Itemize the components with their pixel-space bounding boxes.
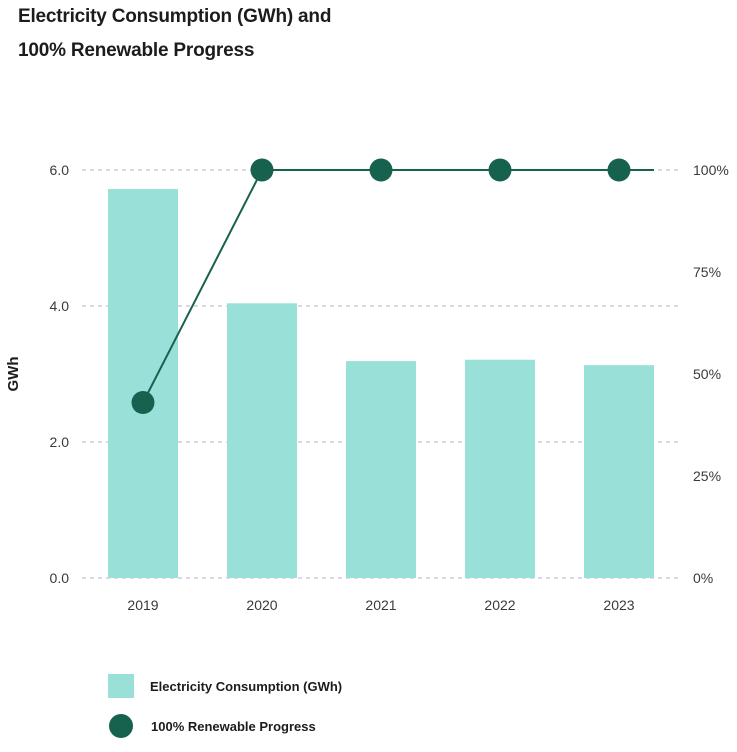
bar: [346, 361, 416, 578]
x-tick-label: 2023: [603, 597, 634, 613]
y-tick-label: 0.0: [50, 570, 70, 586]
bar: [227, 303, 297, 578]
x-tick-label: 2021: [365, 597, 396, 613]
y2-tick-label: 50%: [693, 366, 721, 382]
y-tick-label: 6.0: [50, 162, 70, 178]
bar: [108, 189, 178, 579]
legend-label-renewable: 100% Renewable Progress: [151, 718, 316, 734]
legend-label-consumption: Electricity Consumption (GWh): [150, 678, 343, 694]
line-point: [250, 158, 274, 182]
y2-tick-label: 0%: [693, 570, 713, 586]
y-tick-label: 4.0: [50, 298, 70, 314]
legend: Electricity Consumption (GWh) 100% Renew…: [108, 672, 342, 752]
bar: [465, 359, 535, 578]
legend-item-consumption: Electricity Consumption (GWh): [108, 672, 342, 700]
y2-tick-label: 100%: [693, 162, 729, 178]
y-axis-label: GWh: [5, 357, 22, 392]
line-point: [607, 158, 631, 182]
bar-series: [108, 189, 654, 579]
bar: [584, 365, 654, 578]
legend-item-renewable: 100% Renewable Progress: [108, 712, 342, 740]
legend-swatch-dot: [109, 714, 133, 738]
line-series: [131, 158, 654, 415]
chart-title: Electricity Consumption (GWh) and 100% R…: [18, 0, 331, 68]
y2-tick-label: 25%: [693, 468, 721, 484]
chart-title-line-1: Electricity Consumption (GWh) and: [18, 6, 332, 27]
line-point: [488, 158, 512, 182]
line-point: [369, 158, 393, 182]
line-point: [131, 391, 155, 415]
chart-title-line-2: 100% Renewable Progress: [18, 40, 255, 61]
y-tick-label: 2.0: [50, 434, 70, 450]
x-tick-label: 2022: [484, 597, 515, 613]
axes: 0.0 2.0 4.0 6.0 0% 25% 50% 75% 100% 2019 2020 2021 2…: [5, 162, 729, 613]
x-tick-label: 2019: [127, 597, 158, 613]
x-tick-label: 2020: [246, 597, 277, 613]
y2-tick-label: 75%: [693, 264, 721, 280]
legend-swatch-bar: [108, 674, 134, 698]
